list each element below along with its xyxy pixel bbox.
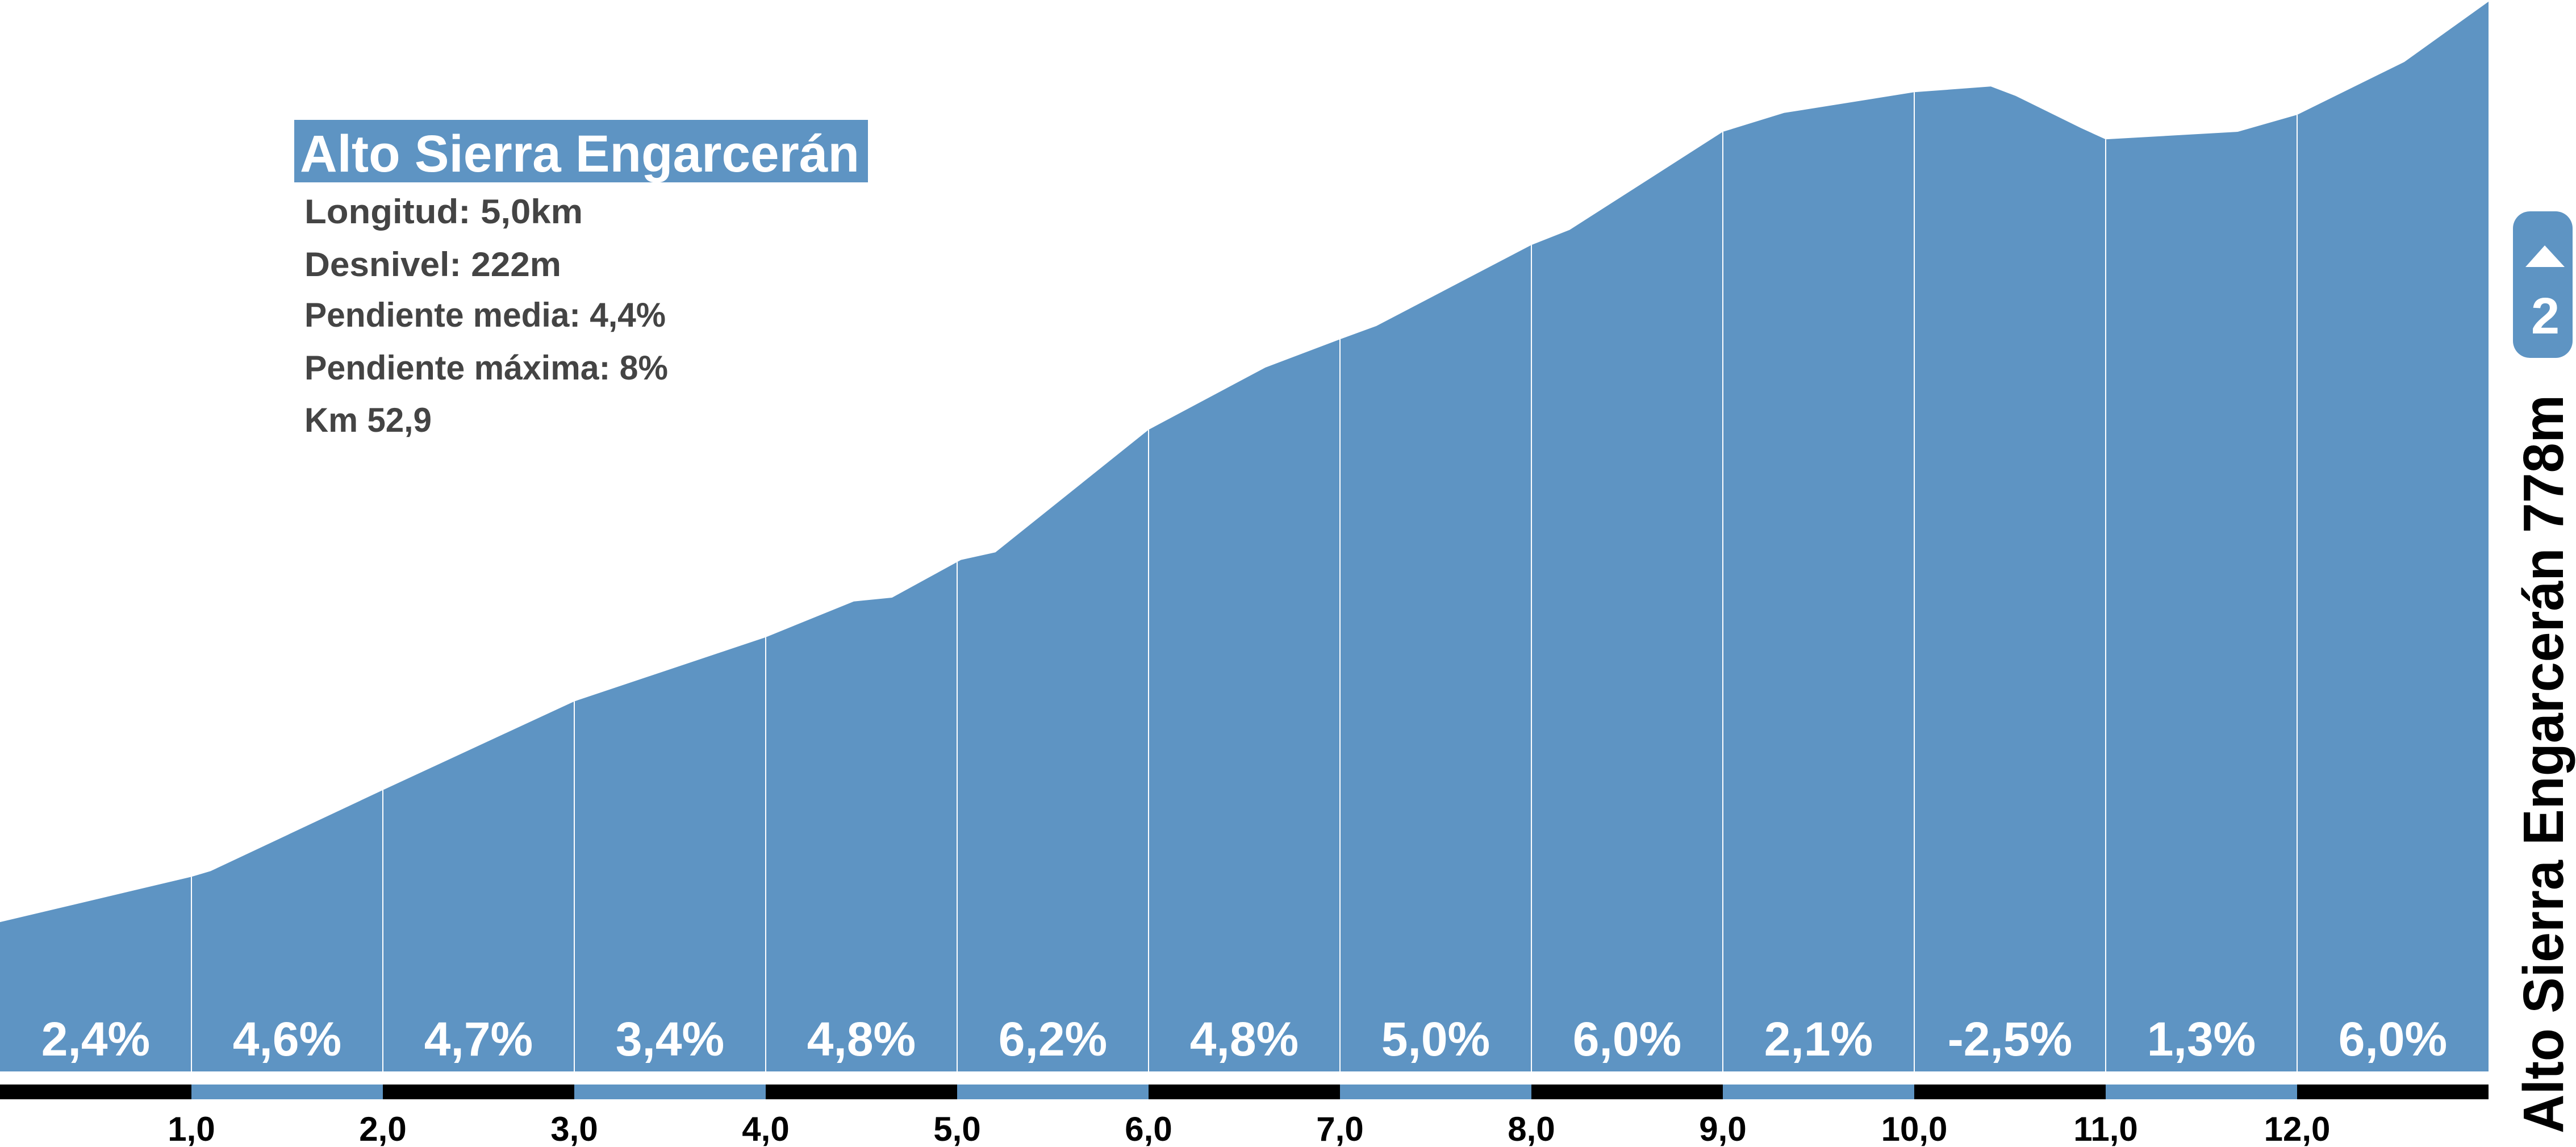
segment-slope-label: 1,3% (2147, 1012, 2256, 1066)
km-bar-segment (1914, 1085, 2106, 1099)
x-tick-label: 3,0 (550, 1110, 598, 1147)
info-max-gradient: Pendiente máxima: 8% (304, 349, 668, 387)
km-bar-segment (1340, 1085, 1531, 1099)
segment-slope-label: 4,7% (424, 1012, 533, 1066)
x-tick-label: 1,0 (168, 1110, 215, 1147)
km-bar-segment (2297, 1085, 2489, 1099)
segment-slope-labels: 2,4% 4,6% 4,7% 3,4% 4,8% 6,2% 4,8% 5,0% 6,0% 2,1%… (41, 1012, 2447, 1066)
info-km-position: Km 52,9 (304, 401, 432, 439)
km-bar-segment (0, 1085, 191, 1099)
km-bar-segment (383, 1085, 574, 1099)
km-bar-segment (1149, 1085, 1340, 1099)
segment-slope-label: -2,5% (1948, 1012, 2072, 1066)
elevation-profile-area (0, 1, 2489, 1071)
km-bar-segment (1531, 1085, 1723, 1099)
km-bar-segment (766, 1085, 957, 1099)
km-bar-segment (191, 1085, 383, 1099)
segment-slope-label: 4,6% (233, 1012, 341, 1066)
segment-slope-label: 2,1% (1764, 1012, 1873, 1066)
km-bar-segment (957, 1085, 1149, 1099)
km-bar-segment (1723, 1085, 1914, 1099)
info-average-gradient: Pendiente media: 4,4% (304, 296, 666, 334)
segment-slope-label: 6,0% (2339, 1012, 2447, 1066)
segment-slope-label: 2,4% (41, 1012, 150, 1066)
km-bar-segment (574, 1085, 766, 1099)
x-tick-label: 11,0 (2073, 1110, 2137, 1147)
segment-slope-label: 3,4% (616, 1012, 724, 1066)
km-bar (0, 1085, 2489, 1099)
category-number: 2 (2531, 288, 2560, 345)
summit-label: Alto Sierra Engarcerán 778m (2512, 395, 2575, 1133)
info-elevation-gain: Desnivel: 222m (304, 245, 561, 283)
segment-slope-label: 4,8% (1190, 1012, 1299, 1066)
climb-title-highlight (294, 120, 868, 182)
x-tick-label: 10,0 (1881, 1110, 1948, 1147)
x-tick-label: 5,0 (933, 1110, 980, 1147)
category-badge: 2 (2513, 211, 2573, 358)
x-tick-label: 4,0 (742, 1110, 789, 1147)
x-axis-tick-labels: 1,0 2,0 3,0 4,0 5,0 6,0 7,0 8,0 9,0 10,0 11,0 12,0 (168, 1110, 2330, 1147)
segment-slope-label: 6,0% (1573, 1012, 1681, 1066)
x-tick-label: 6,0 (1125, 1110, 1172, 1147)
km-bar-segment (2106, 1085, 2297, 1099)
x-tick-label: 8,0 (1508, 1110, 1555, 1147)
info-length: Longitud: 5,0km (304, 193, 583, 231)
x-tick-label: 2,0 (359, 1110, 406, 1147)
segment-slope-label: 6,2% (999, 1012, 1107, 1066)
km-divider-lines (191, 92, 2298, 1071)
climb-info-box: Alto Sierra Engarcerán Longitud: 5,0km D… (294, 120, 868, 439)
x-tick-label: 12,0 (2264, 1110, 2331, 1147)
x-tick-label: 9,0 (1699, 1110, 1746, 1147)
segment-slope-label: 4,8% (807, 1012, 916, 1066)
triangle-up-icon (2525, 245, 2565, 267)
segment-slope-label: 5,0% (1381, 1012, 1490, 1066)
climb-title: Alto Sierra Engarcerán (300, 125, 859, 183)
x-tick-label: 7,0 (1316, 1110, 1363, 1147)
